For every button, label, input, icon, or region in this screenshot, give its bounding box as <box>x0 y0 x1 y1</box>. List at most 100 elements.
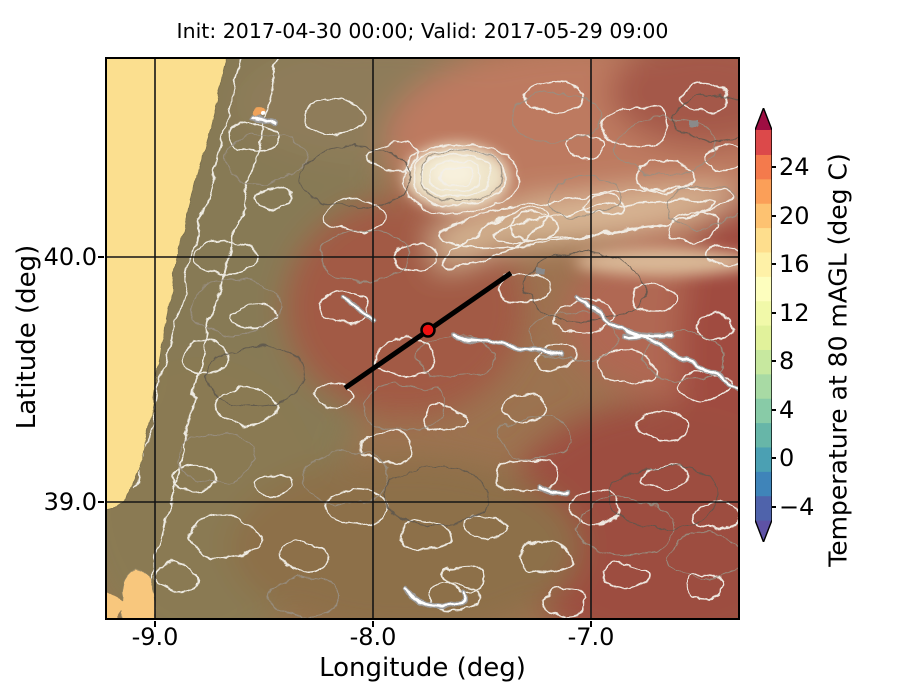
contour-ring <box>524 252 646 322</box>
colorbar-segment <box>755 495 772 521</box>
x-tick-label: -8.0 <box>349 623 397 651</box>
contour-ring <box>326 200 384 234</box>
map-plot-area <box>105 57 740 620</box>
contour-ring <box>544 590 586 614</box>
colorbar-tick-label: 12 <box>779 299 810 327</box>
contour-ring <box>600 562 650 592</box>
colorbar-segment <box>755 471 772 497</box>
contour-ring <box>442 165 472 185</box>
contour-ring <box>668 534 740 580</box>
colorbar-segment <box>755 154 772 180</box>
dark-contour-lines <box>204 92 740 530</box>
contour-ring <box>254 184 296 210</box>
colorbar-tick-label: 16 <box>779 250 810 278</box>
colorbar-segment <box>755 446 772 472</box>
y-tick-mark <box>98 501 104 503</box>
colorbar-tick-mark <box>772 409 776 411</box>
contour-ring <box>530 310 620 364</box>
colorbar-arrow-top <box>755 108 772 130</box>
colorbar-tick-mark <box>772 457 776 459</box>
contour-ring <box>578 498 672 556</box>
contour-ring <box>402 143 520 215</box>
contour-ring <box>382 466 488 528</box>
contour-ring <box>674 92 740 142</box>
contour-ring <box>318 291 372 323</box>
colorbar-segment <box>755 178 772 204</box>
colorbar-segment <box>755 203 772 229</box>
contour-ring <box>694 314 736 340</box>
white-contour-lines <box>134 57 740 618</box>
contour-ring <box>374 338 436 376</box>
contour-ring <box>516 540 574 574</box>
contour-ring <box>548 176 622 218</box>
contour-ring <box>644 332 726 382</box>
contour-ring <box>189 278 281 336</box>
x-tick-label: -9.0 <box>131 623 179 651</box>
colorbar-segment <box>755 398 772 424</box>
contour-ring <box>256 476 294 498</box>
contour-ring <box>364 382 446 432</box>
contour-ring <box>229 121 281 153</box>
colorbar-arrow-bottom <box>755 520 772 542</box>
x-tick-mark <box>154 621 156 627</box>
contour-ring <box>684 574 726 600</box>
x-tick-mark <box>590 621 592 627</box>
ocean <box>105 57 228 620</box>
colorbar-tick-mark <box>772 506 776 508</box>
contour-ring <box>432 159 482 191</box>
colorbar-tick-mark <box>772 215 776 217</box>
contour-ring <box>704 144 740 170</box>
colorbar-tick-mark <box>772 166 776 168</box>
contour-ring <box>304 98 366 136</box>
colorbar-segment <box>755 373 772 399</box>
contour-ring <box>524 80 586 114</box>
colorbar-tick-label: 20 <box>779 202 810 230</box>
contour-ring <box>596 350 654 384</box>
contour-ring <box>279 541 331 573</box>
y-tick-label: 39.0 <box>43 488 97 516</box>
colorbar-tick-mark <box>772 312 776 314</box>
contour-ring <box>435 187 735 247</box>
colorbar-segment <box>755 276 772 302</box>
x-axis-label: Longitude (deg) <box>319 653 526 683</box>
y-tick-mark <box>98 256 104 258</box>
colorbar-segment <box>755 130 772 155</box>
contour-ring <box>495 199 715 241</box>
contour-ring <box>464 514 506 540</box>
contour-ring <box>638 411 692 443</box>
contour-ring <box>642 463 688 491</box>
contour-ring <box>422 153 492 197</box>
plot-title: Init: 2017-04-30 00:00; Valid: 2017-05-2… <box>176 19 669 43</box>
contour-ring <box>636 161 694 193</box>
colorbar-label: Temperature at 80 mAGL (deg C) <box>823 153 853 567</box>
x-tick-label: -7.0 <box>567 623 615 651</box>
contour-ring <box>314 384 356 410</box>
estuary-corner <box>105 592 125 620</box>
contour-ring <box>324 488 386 526</box>
contour-ring <box>498 271 552 303</box>
colorbar-tick-mark <box>772 263 776 265</box>
contour-ring <box>398 521 452 553</box>
y-axis-label: Latitude (deg) <box>12 244 42 430</box>
contour-ring <box>614 118 716 176</box>
contour-line <box>142 57 280 618</box>
x-tick-mark <box>372 621 374 627</box>
contour-ring <box>224 132 306 182</box>
colorbar-tick-label: 24 <box>779 153 810 181</box>
contour-ring <box>189 514 261 560</box>
contour-ring <box>630 282 680 312</box>
contour-ring <box>358 430 412 464</box>
colorbar-segment <box>755 349 772 375</box>
contour-ring <box>299 144 411 210</box>
y-tick-label: 40.0 <box>43 243 97 271</box>
colorbar-segment <box>755 422 772 448</box>
contour-ring <box>214 386 276 428</box>
colorbar-tick-mark <box>772 360 776 362</box>
gray-contour-lines <box>176 92 740 618</box>
colorbar-segment <box>755 325 772 350</box>
colorbar-tick-label: −4 <box>779 493 815 521</box>
contour-ring <box>494 459 556 495</box>
colorbar-tick-label: 0 <box>779 444 795 472</box>
contour-ring <box>568 491 622 523</box>
contour-ring <box>170 462 220 492</box>
